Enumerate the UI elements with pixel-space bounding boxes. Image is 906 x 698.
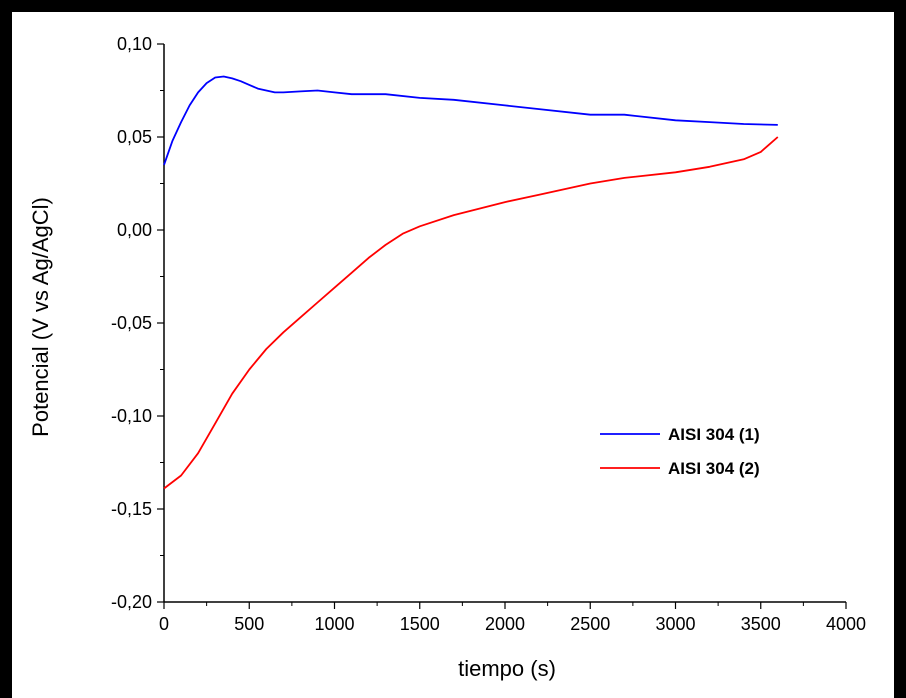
series-line-2 bbox=[163, 136, 779, 490]
y-tick-label: 0,00 bbox=[117, 220, 152, 240]
x-tick-label: 1000 bbox=[314, 614, 354, 634]
x-axis-title: tiempo (s) bbox=[458, 656, 556, 681]
x-tick-label: 2000 bbox=[485, 614, 525, 634]
legend-label-2: AISI 304 (2) bbox=[668, 459, 760, 478]
x-tick-label: 0 bbox=[159, 614, 169, 634]
legend: AISI 304 (1) AISI 304 (2) bbox=[600, 425, 760, 478]
y-axis-title: Potencial (V vs Ag/AgCl) bbox=[28, 197, 53, 437]
y-tick-label: -0,10 bbox=[111, 406, 152, 426]
chart-panel: 0 500 1000 1500 2000 2500 3000 3500 4000 -0,20 -0,… bbox=[12, 12, 894, 698]
line-chart: 0 500 1000 1500 2000 2500 3000 3500 4000 -0,20 -0,… bbox=[28, 34, 866, 681]
x-tick-label: 1500 bbox=[400, 614, 440, 634]
series-line-1 bbox=[163, 75, 778, 166]
y-tick-label: 0,10 bbox=[117, 34, 152, 54]
y-tick-label: -0,20 bbox=[111, 592, 152, 612]
x-tick-label: 2500 bbox=[570, 614, 610, 634]
x-tick-label: 500 bbox=[234, 614, 264, 634]
y-tick-label: 0,05 bbox=[117, 127, 152, 147]
x-tick-label: 4000 bbox=[826, 614, 866, 634]
y-tick-label: -0,05 bbox=[111, 313, 152, 333]
legend-label-1: AISI 304 (1) bbox=[668, 425, 760, 444]
ticks: 0 500 1000 1500 2000 2500 3000 3500 4000 -0,20 -0,… bbox=[111, 34, 866, 634]
y-tick-label: -0,15 bbox=[111, 499, 152, 519]
x-tick-label: 3500 bbox=[741, 614, 781, 634]
series-layer bbox=[163, 75, 779, 490]
axes bbox=[163, 44, 846, 603]
x-tick-label: 3000 bbox=[655, 614, 695, 634]
